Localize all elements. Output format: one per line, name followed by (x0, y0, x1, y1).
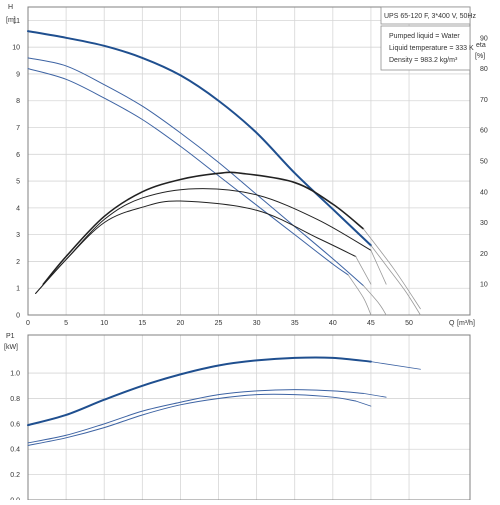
y2-tick-label: 50 (480, 159, 488, 166)
head-curve (362, 285, 387, 316)
efficiency-curve (42, 171, 365, 285)
info-box (380, 25, 471, 71)
power-curve (362, 392, 387, 398)
y-tick-label: 7 (16, 125, 20, 132)
bottom-series-group (27, 356, 421, 446)
p1-axis-unit: [kW] (4, 344, 18, 351)
y2-tick-label: 70 (480, 97, 488, 104)
x-axis-unit: [m³/h] (457, 320, 475, 327)
head-curve (347, 274, 372, 316)
power-curve (27, 389, 364, 444)
x-tick-label: 25 (215, 320, 223, 327)
power-curve (27, 356, 372, 427)
x-tick-label: 5 (64, 320, 68, 327)
x-tick-label: 0 (26, 320, 30, 327)
efficiency-curve (370, 249, 387, 285)
top-series-group (27, 30, 421, 316)
top-tick-labels: 0 5 10 15 20 25 30 35 40 45 5001234567891011102030… (12, 18, 488, 327)
power-curve (355, 400, 372, 407)
title-box (380, 6, 471, 25)
y-tick-label: 10 (12, 45, 20, 52)
top-plot-frame (27, 6, 471, 316)
y2-tick-label: 80 (480, 66, 488, 73)
power-curve (27, 393, 357, 446)
info-density: Density = 983.2 kg/m³ (389, 57, 458, 64)
y-tick-label: 5 (16, 179, 20, 186)
y2-tick-label: 20 (480, 251, 488, 258)
x-tick-label: 40 (329, 320, 337, 327)
x-tick-label: 20 (177, 320, 185, 327)
y-tick-label: 6 (16, 152, 20, 159)
efficiency-curve (35, 200, 357, 294)
top-grid (27, 7, 470, 316)
head-curve (370, 244, 421, 316)
y2-tick-label: 30 (480, 220, 488, 227)
p1-axis-label: P1 (6, 333, 15, 340)
x-tick-label: 45 (367, 320, 375, 327)
y-tick-label: 11 (13, 18, 20, 25)
y-tick-label: 3 (16, 232, 20, 239)
info-liquid: Pumped liquid = Water (389, 33, 460, 40)
y2-tick-label: 40 (480, 189, 488, 196)
p1-tick-label: 0.8 (10, 396, 20, 403)
power-curve (370, 361, 421, 370)
y-axis-unit: [m] (6, 17, 16, 24)
y-tick-label: 1 (16, 286, 20, 293)
p1-tick-label: 0.4 (10, 447, 20, 454)
y-tick-label: 2 (16, 259, 20, 266)
x-tick-label: 10 (100, 320, 108, 327)
y-tick-label: 8 (16, 98, 20, 105)
p1-tick-label: 0.6 (10, 421, 20, 428)
y-axis-label: H (8, 4, 13, 11)
y2-tick-label: 90 (480, 35, 488, 42)
efficiency-curve (362, 228, 421, 310)
efficiency-curve (355, 256, 372, 285)
x-tick-label: 35 (291, 320, 299, 327)
x-axis-label: Q (449, 320, 455, 327)
head-curve (27, 68, 349, 276)
chart-title: UPS 65-120 F, 3*400 V, 50Hz (384, 13, 476, 20)
x-tick-label: 15 (138, 320, 146, 327)
info-temperature: Liquid temperature = 333 K (389, 45, 474, 52)
p1-tick-label: 0.2 (10, 472, 20, 479)
x-tick-label: 50 (405, 320, 413, 327)
head-curve (27, 57, 364, 287)
y-tick-label: 9 (16, 71, 20, 78)
y2-axis-unit: [%] (475, 53, 485, 60)
y2-tick-label: 60 (480, 128, 488, 135)
y-tick-label: 4 (16, 205, 20, 212)
y-tick-label: 0 (16, 313, 20, 320)
y2-tick-label: 10 (480, 282, 488, 289)
p1-tick-label: 1.0 (10, 371, 20, 378)
x-tick-label: 30 (253, 320, 261, 327)
y2-axis-label: eta (476, 42, 486, 49)
